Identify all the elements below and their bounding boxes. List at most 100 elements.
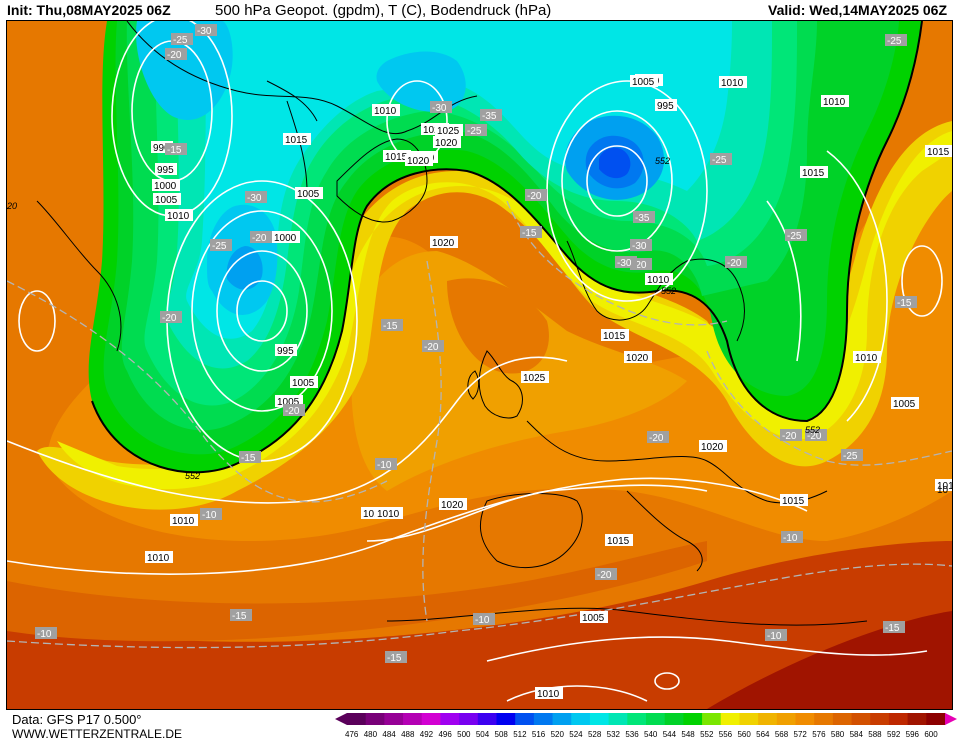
temp-label-box — [230, 609, 252, 621]
temp-label: -10 — [202, 510, 217, 521]
temp-label-box — [765, 629, 787, 641]
temp-label-box — [375, 458, 397, 470]
temp-label: -30 — [197, 26, 212, 37]
pressure-label-box — [165, 209, 193, 221]
isobar-low-scand-990 — [586, 145, 648, 217]
pressure-label: 1015 — [607, 536, 630, 547]
temp-label-box — [841, 449, 863, 461]
isobar-east-high — [901, 245, 943, 317]
temp-label: -20 — [632, 260, 647, 271]
isobar-low-w-990 — [236, 280, 288, 342]
colorbar-label: 588 — [868, 730, 882, 739]
colorbar-label: 568 — [775, 730, 789, 739]
pressure-label: 1020 — [432, 238, 455, 249]
temp-label-box — [710, 153, 732, 165]
pressure-label: 1010 — [172, 516, 195, 527]
colorbar-label: 484 — [382, 730, 396, 739]
pressure-label-box — [272, 231, 300, 243]
pressure-label: 1025 — [423, 125, 446, 136]
pressure-label: 1005 — [582, 613, 605, 624]
temp-label-box — [633, 211, 655, 223]
pressure-label-box — [521, 371, 549, 383]
isobar-1020 — [366, 484, 708, 542]
pressure-label-box — [155, 163, 177, 175]
pressure-label-box — [853, 351, 881, 363]
colorbar-swatch — [403, 713, 423, 725]
pressure-label-box — [605, 534, 633, 546]
temp-label-box — [430, 101, 452, 113]
isobar-low-w-995 — [216, 250, 308, 372]
colorbar-swatch — [702, 713, 722, 725]
colorbar-swatch — [870, 713, 890, 725]
pressure-label: 1020 — [626, 353, 649, 364]
pressure-label: 1020 — [407, 156, 430, 167]
colorbar-swatch — [814, 713, 834, 725]
pressure-label: 1005 — [297, 189, 320, 200]
colorbar-swatch — [384, 713, 404, 725]
temp-label-box — [35, 627, 57, 639]
isobar-1005-africa — [506, 685, 648, 702]
colorbar-swatch — [795, 713, 815, 725]
colorbar-swatch — [926, 713, 946, 725]
geopot-band-556 — [57, 131, 952, 490]
pressure-label: 1020 — [435, 138, 458, 149]
temp-label: -25 — [887, 36, 902, 47]
isotherm-b — [7, 563, 952, 649]
pressure-label: 1010 — [855, 353, 878, 364]
temp-label-box — [473, 613, 495, 625]
pressure-label: 1015 — [937, 481, 952, 492]
colorbar-label: 516 — [532, 730, 546, 739]
temp-label-box — [725, 256, 747, 268]
temp-label: -30 — [432, 103, 447, 114]
isobar-africa-small — [654, 672, 680, 690]
isobar-1010-east — [826, 150, 888, 422]
pressure-label-box — [535, 687, 563, 699]
colorbar-label: 596 — [906, 730, 920, 739]
colorbar-swatch — [739, 713, 759, 725]
geopot-band-580 — [7, 541, 707, 642]
temp-label: -25 — [173, 35, 188, 46]
colorbar-swatch — [720, 713, 740, 725]
coast-iceland — [336, 138, 428, 223]
colorbar-arrow-left — [335, 713, 347, 725]
colorbar: 476 480 484 488 492 496 500 504 508 512 516 520 524 5… — [335, 713, 957, 739]
pressure-label: 1010 — [363, 509, 386, 520]
temp-label-box — [245, 191, 267, 203]
pressure-label-box — [433, 136, 461, 148]
temp-label: -15 — [387, 653, 402, 664]
pressure-label: 1015 — [782, 496, 805, 507]
pressure-label-box — [630, 75, 658, 87]
colorbar-swatch — [365, 713, 385, 725]
pressure-label-box — [383, 150, 411, 162]
temp-label-box — [250, 231, 272, 243]
chart-title: 500 hPa Geopot. (gpdm), T (C), Bodendruc… — [215, 2, 552, 19]
init-time: Init: Thu,08MAY2025 06Z — [7, 2, 171, 18]
temp-label-box — [171, 33, 193, 45]
colorbar-label: 580 — [831, 730, 845, 739]
colorbar-swatch — [589, 713, 610, 725]
colorbar-label: 492 — [420, 730, 434, 739]
colorbar-swatch — [608, 713, 628, 725]
temp-label: -25 — [712, 155, 727, 166]
temp-label: -20 — [597, 570, 612, 581]
pressure-label-box — [655, 99, 677, 111]
isobar-low-scand-995 — [561, 110, 673, 252]
website: WWW.WETTERZENTRALE.DE — [12, 727, 182, 741]
colorbar-swatch — [851, 713, 871, 725]
colorbar-label: 600 — [924, 730, 938, 739]
colorbar-label: 480 — [364, 730, 378, 739]
colorbar-swatch — [347, 713, 367, 725]
temp-label-box — [385, 651, 407, 663]
isobar-1015-east — [766, 200, 802, 362]
pressure-label-box — [405, 154, 433, 166]
pressure-label: 1005 — [632, 77, 655, 88]
colorbar-label: 540 — [644, 730, 658, 739]
colorbar-swatch — [758, 713, 778, 725]
temp-label: -20 — [782, 431, 797, 442]
pressure-label-box — [891, 397, 919, 409]
pressure-label-box — [152, 179, 180, 191]
pressure-label-box — [145, 551, 173, 563]
colorbar-label: 476 — [345, 730, 359, 739]
pressure-label-box — [430, 236, 458, 248]
temp-label: -35 — [635, 213, 650, 224]
